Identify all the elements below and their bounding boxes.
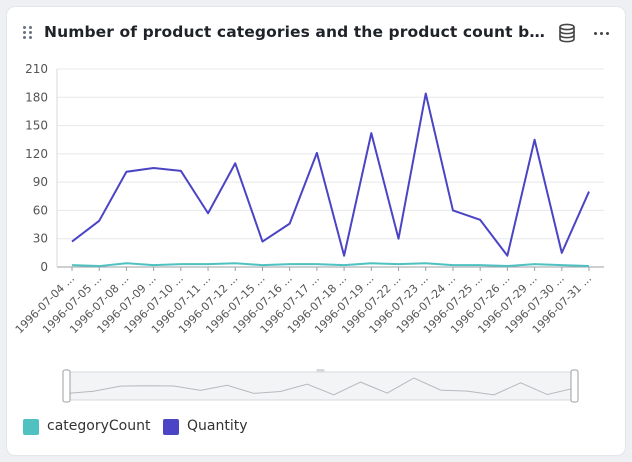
y-tick-label-210: 210: [25, 62, 48, 76]
brush-preview-line: [66, 377, 575, 396]
y-tick-label-180: 180: [25, 90, 48, 104]
legend-item-categorycount[interactable]: categoryCount: [23, 417, 158, 437]
legend-item-quantity[interactable]: Quantity: [163, 417, 263, 437]
drag-handle-icon[interactable]: [23, 26, 35, 40]
series-line-quantity: [71, 92, 590, 257]
y-tick-label-60: 60: [33, 203, 48, 217]
y-tick-label-150: 150: [25, 119, 48, 133]
y-tick-label-0: 0: [40, 260, 48, 274]
y-tick-label-120: 120: [25, 147, 48, 161]
legend-swatch-quantity: [163, 419, 179, 435]
legend-label-quantity: Quantity: [187, 418, 248, 434]
brush-handle-right: [570, 369, 579, 403]
y-tick-label-90: 90: [33, 175, 48, 189]
more-options-icon[interactable]: [592, 23, 612, 43]
series-line-categorycount: [71, 262, 590, 268]
legend-label-categorycount: categoryCount: [47, 418, 151, 434]
card-header: Number of product categories and the pro…: [7, 7, 625, 59]
chart-card: Number of product categories and the pro…: [7, 7, 625, 455]
brush-handle-left: [62, 369, 71, 403]
brush-center-grip: [316, 369, 325, 372]
legend-swatch-categorycount: [23, 419, 39, 435]
database-icon[interactable]: [558, 23, 576, 43]
y-tick-label-30: 30: [33, 232, 48, 246]
